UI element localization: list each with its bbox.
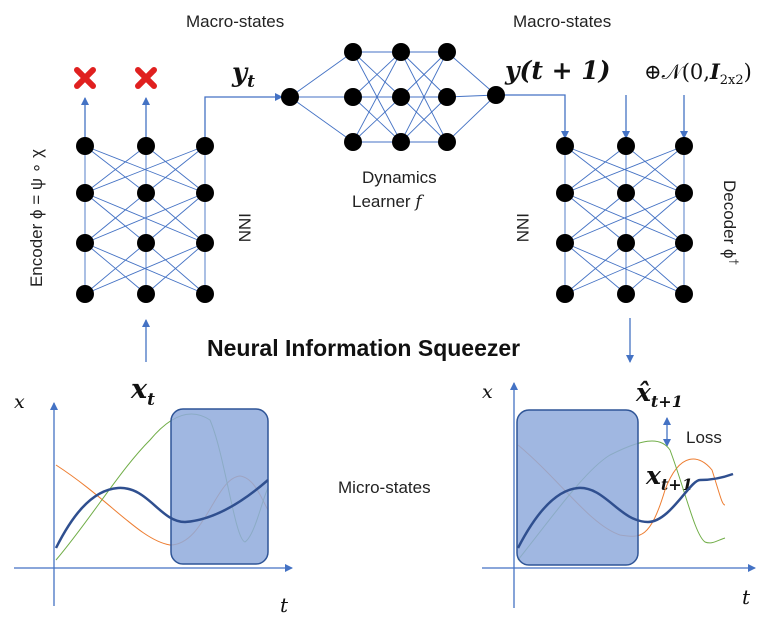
dynamics-label-line1: Dynamics xyxy=(362,168,437,187)
network-connection xyxy=(564,242,685,295)
xt-label: xt xyxy=(130,374,155,410)
inn-right-label: INN xyxy=(513,213,532,242)
network-connection xyxy=(564,242,627,295)
network-connection xyxy=(145,145,206,194)
network-node xyxy=(76,184,94,202)
xhat-label: x̂t+1 xyxy=(635,378,683,411)
left-y-axis-label: x xyxy=(14,391,25,413)
network-node xyxy=(137,137,155,155)
network-connection xyxy=(564,192,685,244)
loss-label: Loss xyxy=(686,428,722,447)
network-node xyxy=(556,137,574,155)
network-node xyxy=(617,234,635,252)
right-y-axis-label: x xyxy=(482,381,493,403)
network-node xyxy=(137,184,155,202)
macro-states-left-label: Macro-states xyxy=(186,12,284,31)
right-timeseries-panel: x t xyxy=(482,381,756,609)
network-node xyxy=(675,234,693,252)
macro-states-right-label: Macro-states xyxy=(513,12,611,31)
network-node xyxy=(392,133,410,151)
network-node xyxy=(617,137,635,155)
network-connection xyxy=(564,192,627,244)
network-node xyxy=(556,234,574,252)
network-connection xyxy=(446,51,497,96)
arrow-encoder-to-yt xyxy=(204,93,283,140)
network-connection xyxy=(145,192,206,244)
left-x-axis-label: t xyxy=(280,593,289,617)
discard-cross-icon xyxy=(74,67,96,89)
network-node xyxy=(281,88,299,106)
network-connection xyxy=(446,94,497,143)
network-node xyxy=(196,234,214,252)
network-connection xyxy=(84,145,206,194)
network-node xyxy=(344,43,362,61)
arrow-yt1-to-decoder xyxy=(497,94,569,139)
network-connection xyxy=(625,192,685,244)
inn-left-label: INN xyxy=(235,213,254,242)
network-node xyxy=(196,137,214,155)
network-connection xyxy=(352,96,402,143)
network-node xyxy=(438,133,456,151)
network-node xyxy=(137,234,155,252)
network-node xyxy=(76,137,94,155)
xt1-label: xt+1 xyxy=(645,461,693,494)
micro-states-label: Micro-states xyxy=(338,478,431,497)
left-main-curve xyxy=(54,479,269,549)
encoder-label: Encoder ϕ = ψ ∘ χ xyxy=(27,149,46,287)
network-connection xyxy=(625,145,685,194)
network-connection xyxy=(84,192,147,244)
network-connection xyxy=(352,51,402,98)
flow-arrows xyxy=(81,93,688,447)
network-node xyxy=(392,88,410,106)
network-node xyxy=(392,43,410,61)
noise-label: ⊕𝒩(0,I2x2) xyxy=(644,59,752,88)
network-node xyxy=(675,137,693,155)
network-node xyxy=(344,133,362,151)
decoder-label: Decoder ϕ† xyxy=(720,180,741,265)
network-node xyxy=(137,285,155,303)
yt-label: yt xyxy=(231,58,255,92)
network-nodes xyxy=(76,43,693,303)
network-node xyxy=(76,285,94,303)
network-node xyxy=(617,285,635,303)
network-node xyxy=(617,184,635,202)
network-connection xyxy=(84,242,147,295)
network-node xyxy=(675,285,693,303)
dynamics-label-line2: Learner f xyxy=(352,192,424,212)
network-connection xyxy=(564,145,627,194)
network-connection xyxy=(289,51,354,98)
network-node xyxy=(438,88,456,106)
right-main-curve xyxy=(516,472,734,549)
network-connection xyxy=(400,96,448,143)
network-node xyxy=(556,184,574,202)
network-connection xyxy=(84,192,206,244)
network-node xyxy=(196,184,214,202)
network-node xyxy=(487,86,505,104)
left-window-box xyxy=(170,408,269,565)
left-timeseries-panel: x t xyxy=(14,391,293,617)
network-connection xyxy=(289,96,354,143)
network-connection xyxy=(400,51,448,98)
network-node xyxy=(344,88,362,106)
network-node xyxy=(438,43,456,61)
yt1-label: y(t + 1) xyxy=(504,56,610,85)
network-node xyxy=(556,285,574,303)
network-node xyxy=(675,184,693,202)
network-node xyxy=(196,285,214,303)
network-connection xyxy=(352,51,402,143)
network-node xyxy=(76,234,94,252)
network-connection xyxy=(400,51,448,143)
network-connection xyxy=(84,242,206,295)
network-connection xyxy=(145,242,206,295)
page-title: Neural Information Squeezer xyxy=(207,335,520,361)
network-connection xyxy=(625,242,685,295)
network-connection xyxy=(564,145,685,194)
discard-cross-icon xyxy=(135,67,157,89)
right-x-axis-label: t xyxy=(742,585,751,609)
network-connection xyxy=(84,145,147,194)
